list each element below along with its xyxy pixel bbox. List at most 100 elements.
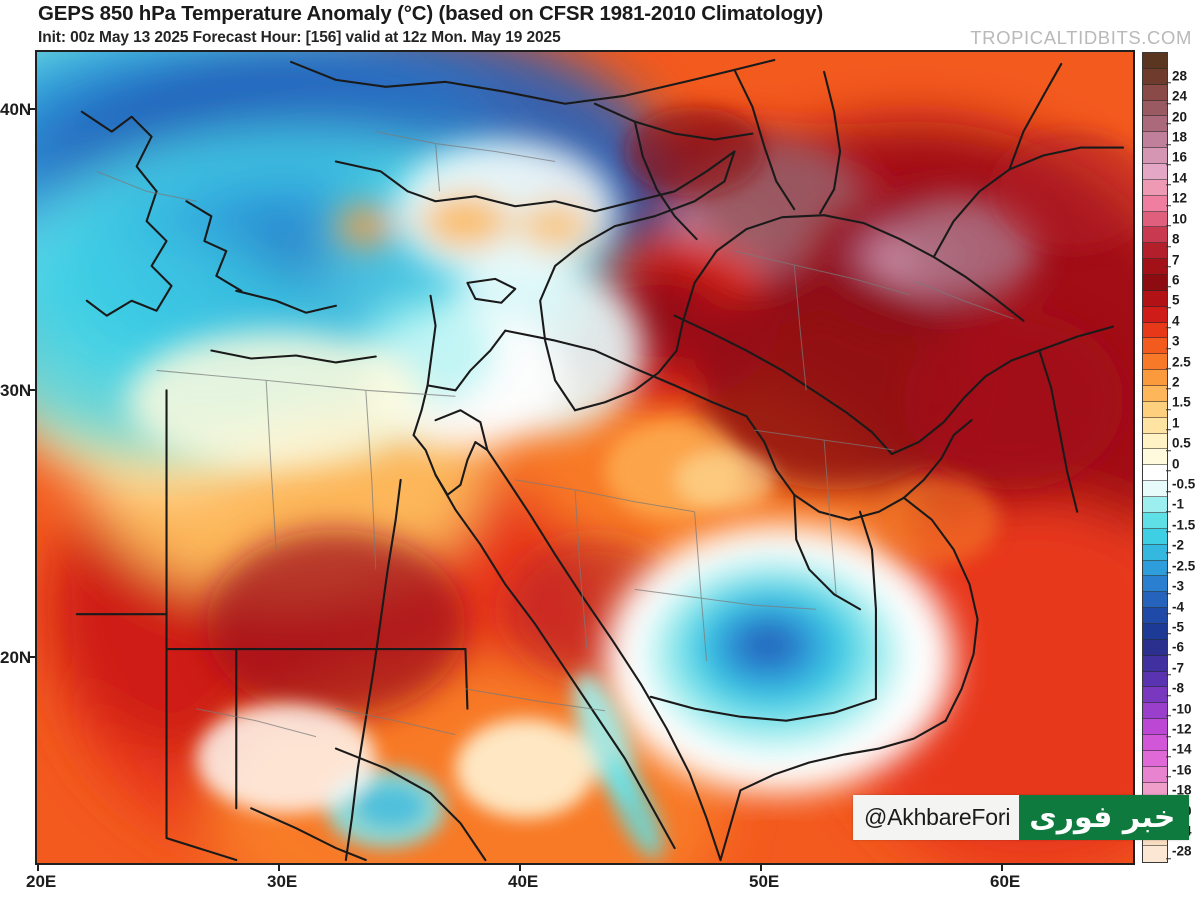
colorbar-cell	[1143, 275, 1167, 291]
colorbar-tick	[1166, 715, 1171, 717]
lat-label-30n: 30N	[0, 381, 32, 400]
source-watermark: TROPICALTIDBITS.COM	[970, 27, 1192, 48]
colorbar-tick	[1166, 184, 1171, 186]
colorbar-tick	[1166, 409, 1171, 411]
colorbar-cell	[1143, 639, 1167, 656]
colorbar-tick-label: 14	[1166, 171, 1187, 186]
colorbar	[1142, 52, 1168, 863]
colorbar-tick	[1166, 327, 1171, 329]
colorbar-tick-label: 20	[1166, 110, 1187, 125]
lon-tick-40e	[519, 864, 521, 871]
colorbar-cell	[1143, 338, 1167, 355]
colorbar-cell	[1143, 243, 1167, 260]
colorbar-cell	[1143, 497, 1167, 513]
lon-tick-30e	[278, 864, 280, 871]
colorbar-tick-label: -0.5	[1166, 477, 1195, 492]
colorbar-tick	[1166, 531, 1171, 533]
colorbar-tick-label: -6	[1166, 641, 1184, 656]
colorbar-cell	[1143, 100, 1167, 117]
colorbar-cell	[1143, 386, 1167, 402]
colorbar-cell	[1143, 401, 1167, 418]
colorbar-cell	[1143, 259, 1167, 276]
colorbar-tick-label: -1.5	[1166, 518, 1195, 533]
lon-label-50e: 50E	[749, 872, 780, 891]
colorbar-tick	[1166, 511, 1171, 513]
colorbar-cell	[1143, 481, 1167, 498]
colorbar-cell	[1143, 592, 1167, 609]
page-title: GEPS 850 hPa Temperature Anomaly (°C) (b…	[38, 2, 823, 25]
colorbar-cell	[1143, 84, 1167, 101]
colorbar-tick-label: 10	[1166, 212, 1187, 227]
colorbar-tick	[1166, 694, 1171, 696]
colorbar-cell	[1143, 687, 1167, 704]
colorbar-cell	[1143, 68, 1167, 85]
header: GEPS 850 hPa Temperature Anomaly (°C) (b…	[0, 0, 1200, 50]
colorbar-tick-label: 16	[1166, 151, 1187, 166]
colorbar-tick-label: 3	[1166, 334, 1180, 349]
colorbar-cell	[1143, 703, 1167, 720]
colorbar-tick	[1166, 654, 1171, 656]
colorbar-tick	[1166, 245, 1171, 247]
colorbar-tick	[1166, 286, 1171, 288]
colorbar-tick-label: -2.5	[1166, 559, 1195, 574]
colorbar-cell	[1143, 623, 1167, 640]
forecast-metadata: Init: 00z May 13 2025 Forecast Hour: [15…	[38, 29, 561, 46]
social-handle: @AkhbareFori	[853, 795, 1020, 840]
colorbar-tick	[1166, 164, 1171, 166]
colorbar-cell	[1143, 845, 1167, 862]
social-brand-farsi: خبر فوری	[1019, 795, 1190, 840]
colorbar-tick-label: 0.5	[1166, 436, 1191, 451]
colorbar-tick	[1166, 552, 1171, 554]
lon-tick-20e	[37, 864, 39, 871]
colorbar-cell	[1143, 53, 1167, 69]
anomaly-cold-detail	[126, 141, 645, 470]
colorbar-cell	[1143, 148, 1167, 165]
colorbar-tick-label: 0	[1166, 457, 1180, 472]
colorbar-cell	[1143, 608, 1167, 624]
colorbar-cell	[1143, 195, 1167, 212]
colorbar-cell	[1143, 719, 1167, 735]
colorbar-tick-label: -1	[1166, 498, 1184, 513]
colorbar-tick	[1166, 735, 1171, 737]
social-watermark: @AkhbareFori خبر فوری	[853, 795, 1190, 840]
colorbar-cell	[1143, 306, 1167, 323]
colorbar-tick	[1166, 449, 1171, 451]
colorbar-tick	[1166, 429, 1171, 431]
lon-tick-60e	[1001, 864, 1003, 871]
colorbar-tick-label: 28	[1166, 69, 1187, 84]
lat-tick-30n	[30, 389, 37, 391]
colorbar-tick	[1166, 776, 1171, 778]
colorbar-cell	[1143, 370, 1167, 387]
colorbar-cell	[1143, 354, 1167, 371]
colorbar-tick-label: 24	[1166, 89, 1187, 104]
colorbar-tick-label: 6	[1166, 273, 1180, 288]
lat-tick-40n	[30, 108, 37, 110]
colorbar-tick-label: -2	[1166, 539, 1184, 554]
colorbar-labels: 28 24 20 18 16 14 12 10 8 7 6 5 4 3 2.5 2 1.5 1 0.5 0 -0.5 -1…	[1166, 52, 1200, 863]
colorbar-cell	[1143, 449, 1167, 466]
map-plot-area	[35, 50, 1135, 865]
colorbar-cell	[1143, 750, 1167, 767]
temperature-anomaly-heatmap	[37, 52, 1133, 863]
colorbar-tick-label: -4	[1166, 600, 1184, 615]
lon-label-30e: 30E	[267, 872, 298, 891]
colorbar-cell	[1143, 417, 1167, 434]
lon-tick-50e	[760, 864, 762, 871]
colorbar-tick	[1166, 592, 1171, 594]
colorbar-tick-label: 1.5	[1166, 396, 1191, 411]
colorbar-cell	[1143, 132, 1167, 149]
colorbar-tick	[1166, 572, 1171, 574]
colorbar-cell	[1143, 766, 1167, 783]
colorbar-tick-label: -7	[1166, 661, 1184, 676]
colorbar-tick	[1166, 307, 1171, 309]
colorbar-tick-label: 18	[1166, 130, 1187, 145]
colorbar-tick	[1166, 368, 1171, 370]
colorbar-cell	[1143, 322, 1167, 339]
colorbar-tick	[1166, 490, 1171, 492]
colorbar-cell	[1143, 655, 1167, 672]
colorbar-tick-label: 2	[1166, 375, 1180, 390]
colorbar-cell	[1143, 116, 1167, 133]
map-borders	[75, 58, 1125, 862]
colorbar-tick-label: -14	[1166, 743, 1192, 758]
